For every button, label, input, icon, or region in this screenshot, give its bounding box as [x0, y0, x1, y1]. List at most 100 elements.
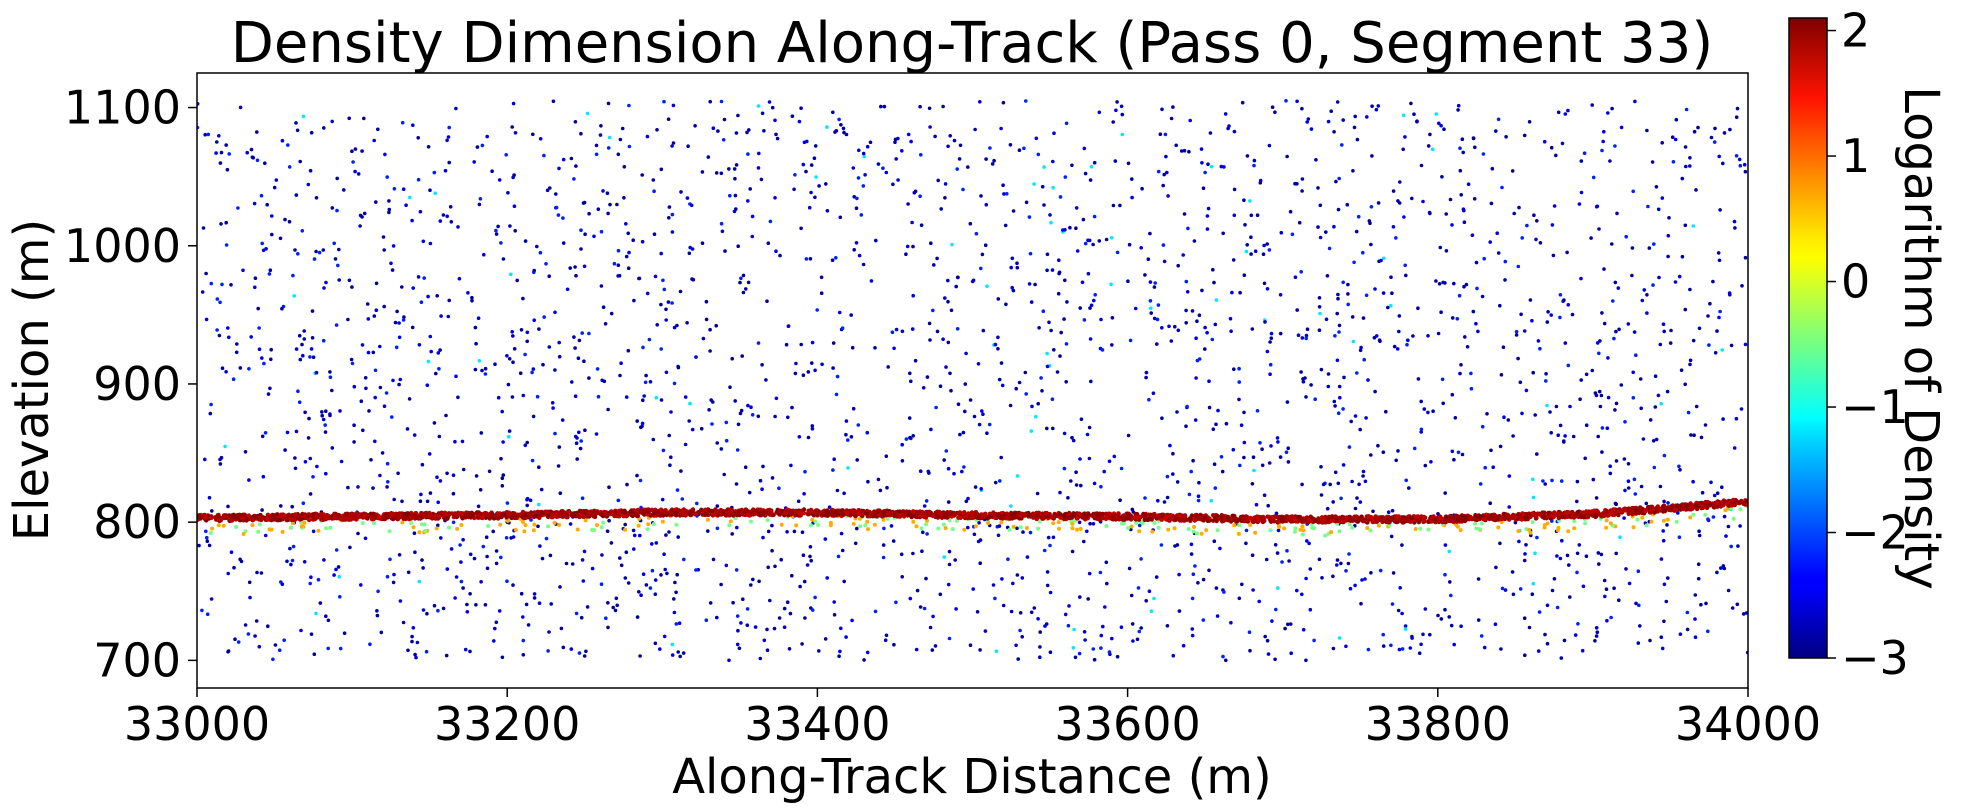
scatter-point	[1129, 593, 1134, 598]
scatter-point	[552, 520, 557, 525]
scatter-point	[579, 228, 583, 232]
scatter-point	[1347, 552, 1351, 556]
scatter-point	[302, 560, 307, 564]
scatter-point	[691, 277, 696, 282]
scatter-point	[1671, 160, 1676, 164]
scatter-point	[1063, 612, 1068, 617]
scatter-point	[200, 290, 205, 294]
scatter-point	[1087, 456, 1092, 461]
scatter-point	[1107, 459, 1112, 464]
scatter-point	[1336, 411, 1341, 416]
scatter-point	[266, 392, 271, 396]
scatter-point	[1336, 207, 1341, 212]
scatter-point	[1042, 548, 1047, 553]
scatter-point	[1743, 342, 1748, 347]
scatter-point	[648, 380, 653, 384]
scatter-point	[1293, 526, 1298, 531]
scatter-point	[1252, 158, 1257, 163]
scatter-point	[1390, 291, 1394, 296]
scatter-point	[946, 340, 951, 345]
scatter-point	[474, 603, 478, 607]
scatter-point	[659, 398, 664, 402]
scatter-point	[1496, 525, 1501, 530]
scatter-point	[397, 335, 402, 340]
scatter-point	[1091, 647, 1096, 651]
scatter-point	[1181, 643, 1186, 648]
scatter-point	[391, 378, 395, 383]
scatter-point	[1097, 110, 1102, 115]
scatter-point	[352, 384, 357, 389]
scatter-point	[946, 278, 950, 283]
scatter-point	[277, 648, 282, 652]
scatter-point	[1390, 602, 1395, 606]
scatter-point	[996, 297, 1001, 301]
scatter-point	[999, 126, 1003, 131]
scatter-point	[904, 252, 908, 256]
scatter-point	[1683, 145, 1688, 149]
scatter-point	[532, 592, 537, 596]
scatter-point	[666, 117, 671, 121]
scatter-point	[1694, 404, 1699, 409]
scatter-point	[561, 241, 566, 245]
scatter-point	[1516, 264, 1521, 269]
scatter-point	[410, 639, 414, 644]
scatter-point	[1043, 624, 1047, 628]
scatter-point	[1503, 259, 1508, 264]
scatter-point	[1458, 168, 1463, 173]
scatter-point	[209, 515, 214, 520]
scatter-point	[561, 216, 565, 220]
scatter-point	[1308, 607, 1313, 612]
scatter-point	[849, 313, 853, 317]
scatter-point	[963, 409, 967, 414]
scatter-point	[411, 626, 416, 630]
scatter-point	[873, 609, 878, 614]
scatter-point	[1498, 303, 1502, 308]
scatter-point	[1161, 183, 1165, 188]
scatter-point	[1323, 533, 1328, 538]
scatter-point	[631, 238, 635, 242]
scatter-point	[531, 132, 535, 137]
scatter-point	[1119, 625, 1124, 629]
scatter-point	[485, 134, 490, 139]
scatter-point	[659, 573, 663, 577]
scatter-point	[596, 207, 601, 211]
scatter-point	[1009, 609, 1014, 614]
scatter-point	[1536, 649, 1541, 653]
scatter-point	[1600, 450, 1604, 454]
scatter-point	[865, 650, 870, 655]
scatter-point	[921, 386, 926, 390]
scatter-point	[715, 526, 720, 531]
scatter-point	[1459, 363, 1463, 367]
scatter-point	[1647, 246, 1652, 250]
scatter-point	[465, 610, 470, 614]
scatter-point	[1717, 154, 1721, 159]
scatter-point	[1083, 638, 1087, 642]
scatter-point	[1683, 223, 1688, 228]
scatter-point	[936, 526, 941, 531]
scatter-point	[1732, 446, 1737, 450]
scatter-point	[1461, 150, 1465, 155]
scatter-point	[1310, 525, 1315, 530]
scatter-point	[1201, 577, 1206, 582]
scatter-point	[519, 591, 524, 596]
scatter-point	[1300, 177, 1305, 181]
scatter-point	[1496, 251, 1501, 255]
scatter-point	[321, 248, 326, 252]
scatter-point	[1149, 311, 1153, 315]
scatter-point	[704, 618, 709, 622]
scatter-point	[1280, 560, 1284, 564]
scatter-point	[910, 327, 915, 331]
scatter-point	[1627, 581, 1632, 586]
scatter-point	[1085, 432, 1090, 437]
scatter-point	[1600, 311, 1604, 315]
scatter-point	[1717, 315, 1721, 320]
scatter-point	[1567, 563, 1571, 567]
scatter-point	[865, 144, 870, 149]
scatter-point	[960, 469, 964, 474]
scatter-point	[730, 356, 734, 361]
scatter-point	[521, 296, 525, 301]
scatter-point	[465, 602, 469, 607]
scatter-point	[646, 522, 651, 527]
scatter-point	[1458, 528, 1463, 533]
scatter-point	[719, 171, 724, 176]
